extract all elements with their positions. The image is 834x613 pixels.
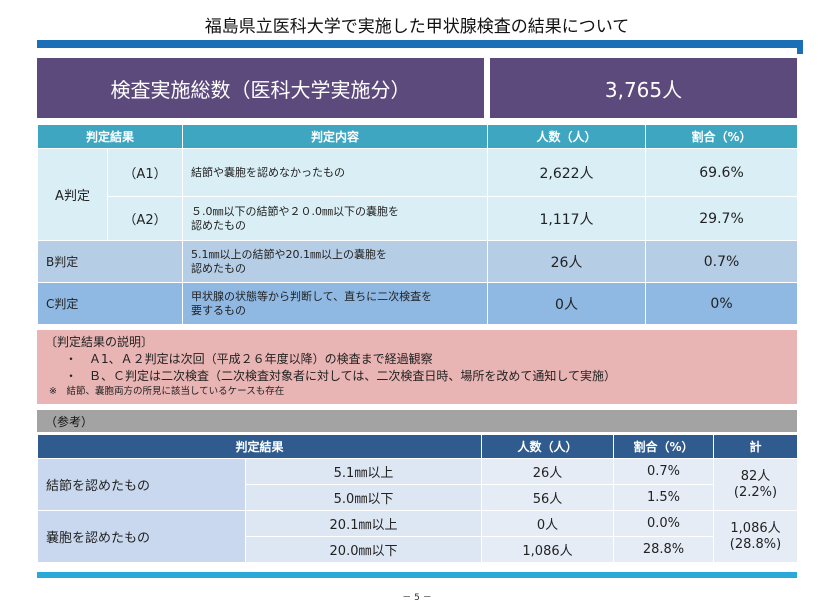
a1-ratio: 69.6% [645, 148, 799, 197]
reference-heading: （参考） [37, 410, 797, 432]
cyst-count-1: 0人 [481, 510, 615, 537]
cyst-total-count: 1,086人 [730, 520, 781, 536]
total-label-box: 検査実施総数（医科大学実施分） [37, 58, 484, 118]
b-content-line1: 5.1㎜以上の結節や20.1㎜以上の嚢胞を [191, 247, 388, 261]
a2-ratio: 29.7% [645, 196, 799, 241]
ref-header-ratio: 割合（%） [613, 434, 715, 459]
table-row: 結節を認めたもの 5.1㎜以上 26人 0.7% 82人 (2.2%) [37, 458, 799, 511]
title-underline [37, 40, 801, 48]
a2-content-line2: 認めたもの [191, 218, 247, 232]
nodule-count-2: 56人 [481, 484, 615, 511]
nodule-ratio-1: 0.7% [613, 458, 715, 485]
explanation-title: 〔判定結果の説明〕 [45, 335, 154, 349]
bottom-rule [37, 572, 797, 578]
c-judgment-label: C判定 [36, 282, 184, 325]
nodule-total-count: 82人 [740, 468, 771, 484]
header-judgment: 判定結果 [36, 124, 184, 149]
b-content: 5.1㎜以上の結節や20.1㎜以上の嚢胞を 認めたもの [182, 240, 489, 283]
c-ratio: 0% [645, 282, 799, 325]
c-content-line2: 要するもの [191, 303, 247, 317]
a2-content-line1: ５.0㎜以下の結節や２０.0㎜以下の嚢胞を [191, 204, 400, 218]
header-count: 人数（人） [487, 124, 647, 149]
nodule-ratio-2: 1.5% [613, 484, 715, 511]
b-ratio: 0.7% [645, 240, 799, 283]
ref-header-count: 人数（人） [481, 434, 615, 459]
page-number: － 5 － [402, 593, 432, 603]
explanation-bullet-1: ・ Ａ1、Ａ２判定は次回（平成２６年度以降）の検査まで経過観察 [65, 352, 433, 366]
a-judgment-label: A判定 [37, 148, 108, 241]
table-row: 嚢胞を認めたもの 20.1㎜以上 0人 0.0% 1,086人 (28.8%) [37, 510, 799, 563]
page-title: 福島県立医科大学で実施した甲状腺検査の結果について [204, 17, 630, 37]
cyst-size-1: 20.1㎜以上 [244, 510, 483, 537]
nodule-count-1: 26人 [481, 458, 615, 485]
cyst-size-2: 20.0㎜以下 [244, 536, 483, 563]
table-row: B判定 5.1㎜以上の結節や20.1㎜以上の嚢胞を 認めたもの 26人 0.7% [36, 240, 799, 283]
nodule-total-ratio: (2.2%) [733, 484, 778, 500]
judgment-explanation: 〔判定結果の説明〕 ・ Ａ1、Ａ２判定は次回（平成２６年度以降）の検査まで経過観… [37, 330, 797, 404]
table-row: （A2） ５.0㎜以下の結節や２０.0㎜以下の嚢胞を 認めたもの 1,117人 … [38, 196, 799, 241]
explanation-footnote: ※ 結節、嚢胞両方の所見に該当しているケースも存在 [49, 386, 285, 397]
table-row: 20.0㎜以下 1,086人 28.8% [38, 536, 798, 563]
cyst-label: 嚢胞を認めたもの [37, 510, 246, 563]
cyst-ratio-1: 0.0% [613, 510, 715, 537]
cyst-ratio-2: 28.8% [613, 536, 715, 563]
header-ratio: 割合（%） [645, 124, 799, 149]
b-count: 26人 [487, 240, 647, 283]
results-header-row: 判定結果 判定内容 人数（人） 割合（%） [36, 124, 799, 149]
nodule-label: 結節を認めたもの [37, 458, 246, 511]
total-value: 3,765人 [604, 77, 683, 102]
cyst-total: 1,086人 (28.8%) [713, 510, 799, 563]
nodule-size-1: 5.1㎜以上 [244, 458, 483, 485]
c-content-line1: 甲状腺の状態等から判断して、直ちに二次検査を [191, 289, 433, 303]
explanation-bullet-2: ・ Ｂ、Ｃ判定は二次検査（二次検査対象者に対しては、二次検査日時、場所を改めて通… [65, 369, 617, 383]
b-judgment-label: B判定 [36, 240, 184, 283]
title-underline-end [797, 40, 803, 54]
c-count: 0人 [487, 282, 647, 325]
cyst-count-2: 1,086人 [481, 536, 615, 563]
b-content-line2: 認めたもの [191, 261, 247, 275]
a1-label: （A1） [106, 148, 184, 197]
results-table: 判定結果 判定内容 人数（人） 割合（%） A判定 （A1） 結節や嚢胞を認めな… [36, 124, 799, 325]
ref-header-judgment: 判定結果 [36, 434, 483, 459]
a2-label: （A2） [106, 196, 184, 241]
a1-content: 結節や嚢胞を認めなかったもの [182, 148, 489, 197]
total-label: 検査実施総数（医科大学実施分） [110, 77, 411, 102]
reference-header-row: 判定結果 人数（人） 割合（%） 計 [36, 434, 799, 459]
c-content: 甲状腺の状態等から判断して、直ちに二次検査を 要するもの [182, 282, 489, 325]
nodule-size-2: 5.0㎜以下 [244, 484, 483, 511]
table-row: 5.0㎜以下 56人 1.5% [38, 484, 798, 511]
nodule-total: 82人 (2.2%) [713, 458, 799, 511]
total-value-box: 3,765人 [490, 58, 797, 118]
reference-table: 判定結果 人数（人） 割合（%） 計 結節を認めたもの 5.1㎜以上 26人 0… [36, 434, 799, 563]
ref-header-total: 計 [713, 434, 799, 459]
cyst-total-ratio: (28.8%) [729, 536, 782, 552]
a2-content: ５.0㎜以下の結節や２０.0㎜以下の嚢胞を 認めたもの [182, 196, 489, 241]
header-content: 判定内容 [182, 124, 489, 149]
table-row: A判定 （A1） 結節や嚢胞を認めなかったもの 2,622人 69.6% [37, 148, 799, 241]
table-row: C判定 甲状腺の状態等から判断して、直ちに二次検査を 要するもの 0人 0% [36, 282, 799, 325]
a2-count: 1,117人 [487, 196, 647, 241]
a1-count: 2,622人 [487, 148, 647, 197]
